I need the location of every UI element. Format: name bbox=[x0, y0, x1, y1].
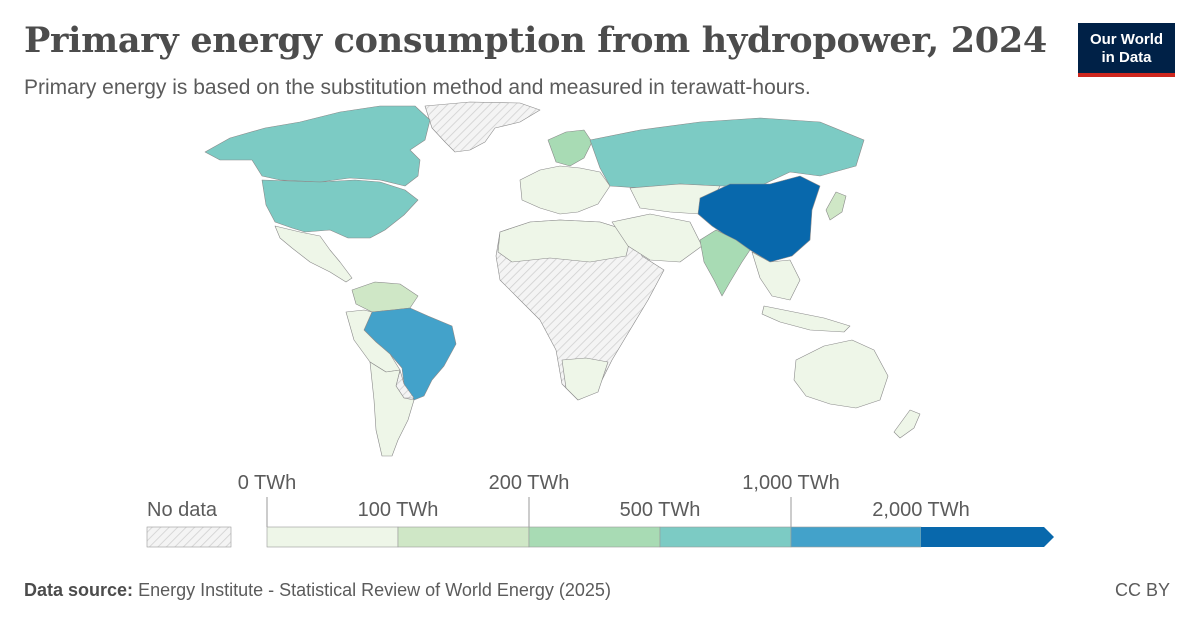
region-australia bbox=[793, 339, 889, 409]
legend-bin-0-100 bbox=[266, 526, 399, 548]
chart-subtitle: Primary energy is based on the substitut… bbox=[24, 76, 811, 99]
data-source: Data source: Energy Institute - Statisti… bbox=[24, 580, 611, 601]
region-scandinavia bbox=[547, 129, 593, 167]
legend-tick-0: 0 TWh bbox=[238, 472, 297, 494]
region-russia bbox=[589, 117, 865, 189]
legend-no-data-swatch bbox=[146, 526, 232, 548]
region-greenland bbox=[424, 101, 541, 153]
region-new-zealand bbox=[893, 409, 921, 439]
legend-bin-2000-plus bbox=[921, 527, 1054, 547]
region-southern-africa bbox=[561, 357, 609, 401]
logo-line-2: in Data bbox=[1101, 49, 1152, 66]
region-argentina-chile bbox=[369, 361, 415, 457]
region-japan bbox=[825, 191, 847, 221]
logo-line-1: Our World bbox=[1089, 31, 1164, 48]
legend-bin-200-500 bbox=[528, 526, 661, 548]
region-indonesia bbox=[761, 305, 851, 333]
region-india bbox=[699, 229, 751, 297]
legend-tick-1000: 1,000 TWh bbox=[742, 472, 839, 494]
region-se-asia bbox=[751, 251, 801, 301]
legend-bin-1000-2000 bbox=[790, 526, 922, 548]
region-europe bbox=[519, 165, 611, 215]
region-mexico bbox=[274, 225, 353, 283]
data-source-text[interactable]: Energy Institute - Statistical Review of… bbox=[138, 580, 611, 600]
legend-tick-500: 500 TWh bbox=[620, 499, 701, 521]
owid-logo[interactable]: Our World in Data bbox=[1078, 23, 1175, 77]
region-peru-bolivia bbox=[345, 309, 401, 373]
world-map bbox=[204, 101, 921, 457]
license-link[interactable]: CC BY bbox=[1114, 580, 1170, 600]
legend-bin-100-200 bbox=[397, 526, 530, 548]
chart-title: Primary energy consumption from hydropow… bbox=[24, 20, 1047, 61]
region-china bbox=[697, 175, 821, 263]
region-middle-east bbox=[611, 213, 703, 263]
legend-no-data-label: No data bbox=[147, 499, 218, 521]
region-north-africa bbox=[497, 219, 633, 263]
legend-tick-100: 100 TWh bbox=[358, 499, 439, 521]
region-canada bbox=[204, 105, 431, 187]
legend-bin-500-1000 bbox=[659, 526, 792, 548]
legend-tick-200: 200 TWh bbox=[489, 472, 570, 494]
region-usa bbox=[261, 179, 419, 239]
legend-tick-2000: 2,000 TWh bbox=[872, 499, 969, 521]
data-source-label: Data source: bbox=[24, 580, 134, 600]
